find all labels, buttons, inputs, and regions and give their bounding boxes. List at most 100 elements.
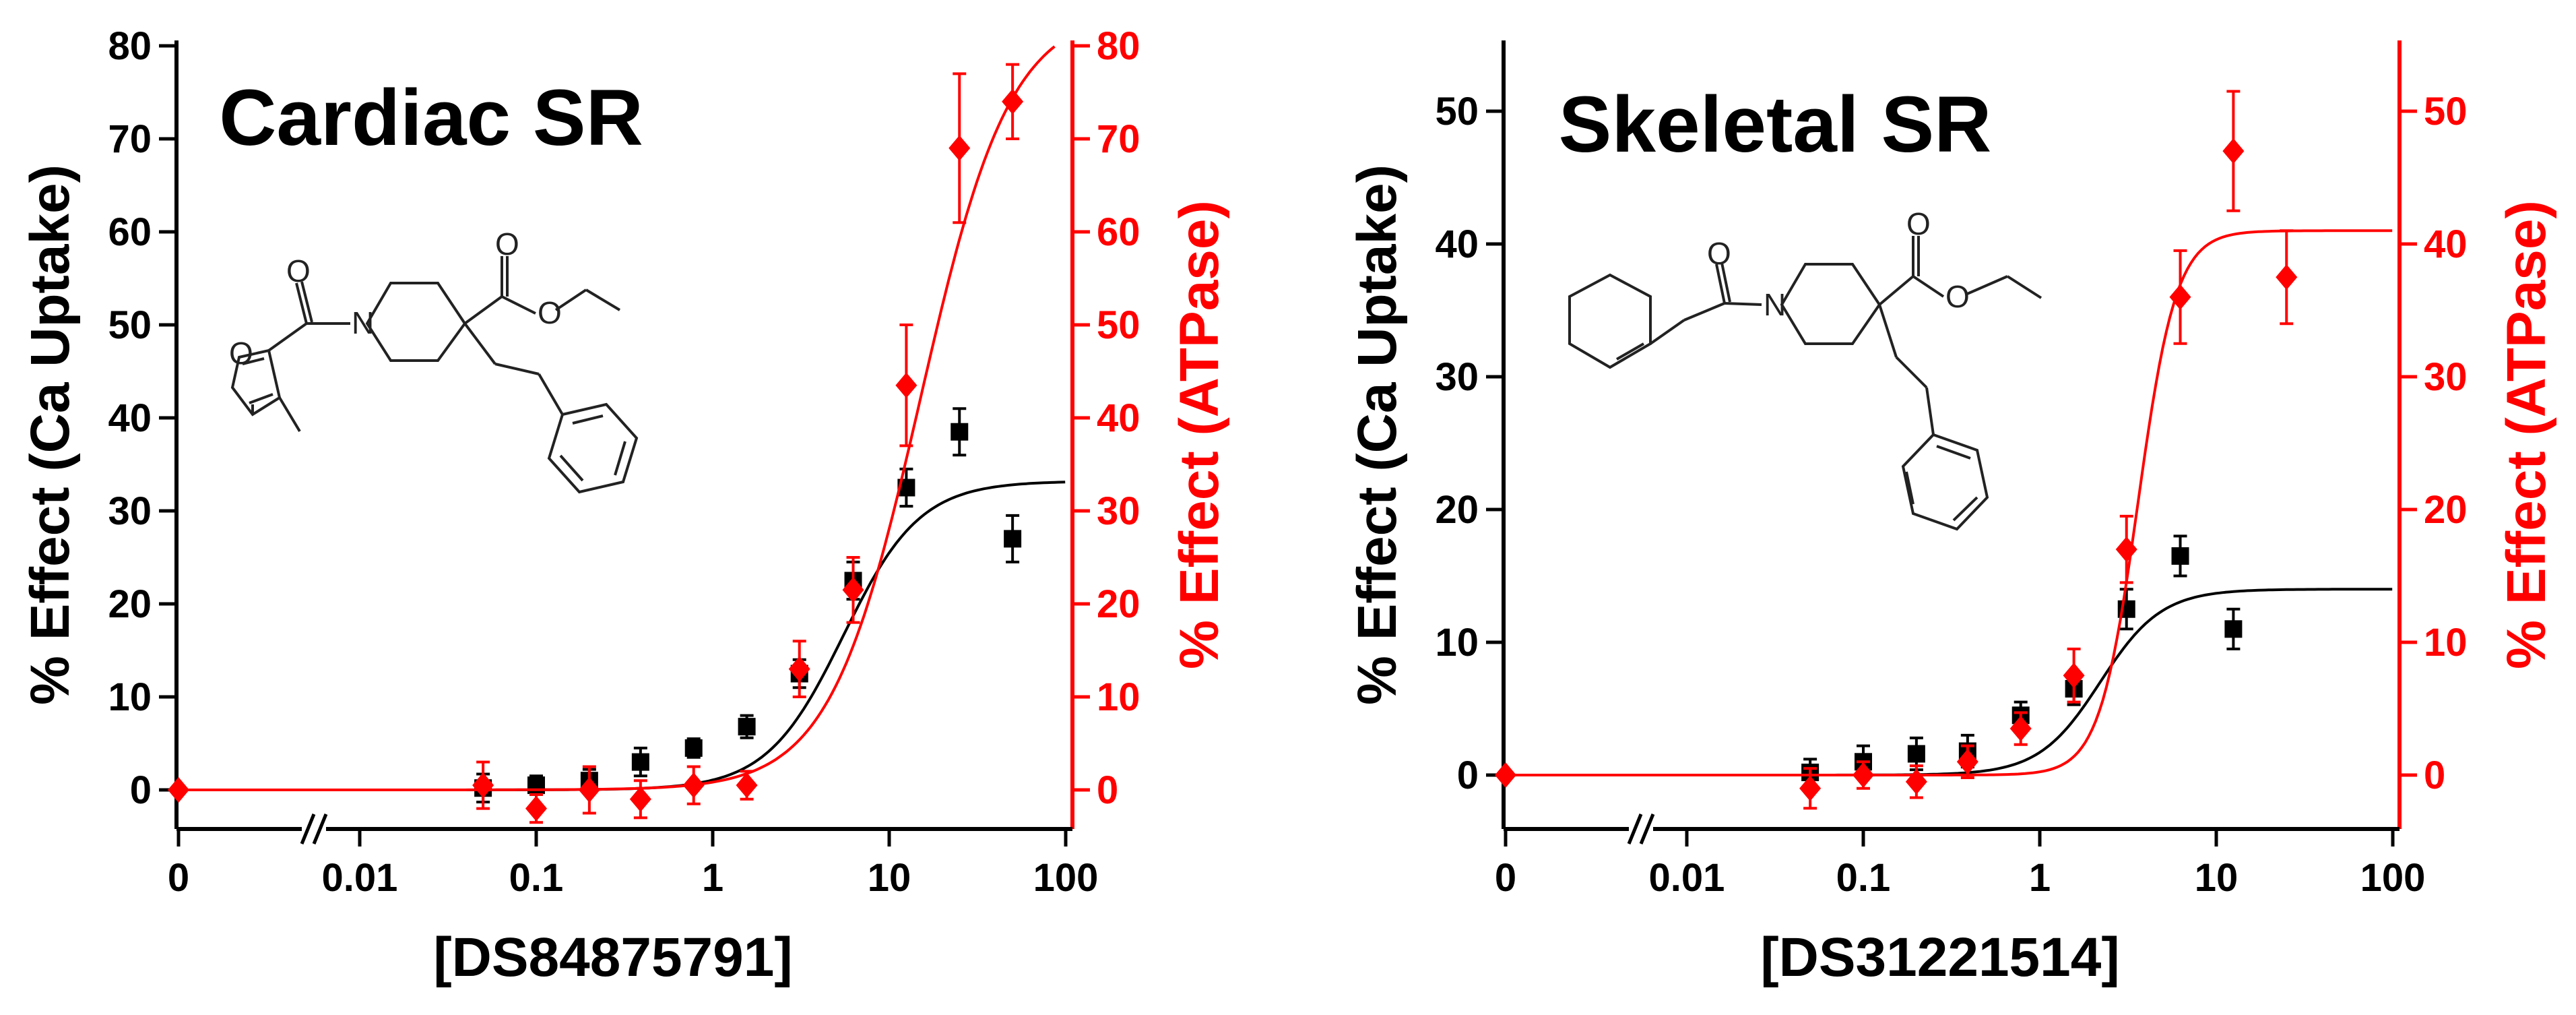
atpase-data-point bbox=[2276, 264, 2298, 290]
panel-skeletal: Skeletal SR 0 10 20 30 40 50 bbox=[1347, 40, 2557, 988]
ca-uptake-data-point bbox=[684, 739, 703, 757]
ca-uptake-fit-curve bbox=[179, 481, 1066, 791]
atpase-data-point bbox=[1956, 749, 1978, 775]
x-tick-label: 0.01 bbox=[322, 856, 398, 900]
atom-label-oxygen: O bbox=[1906, 206, 1931, 241]
x-tick-label: 0.01 bbox=[1649, 856, 1725, 900]
right-y-tick-label: 10 bbox=[2424, 621, 2468, 665]
plot-area-cardiac bbox=[168, 45, 1066, 824]
plot-area-skeletal bbox=[1495, 90, 2393, 810]
x-tick-label: 10 bbox=[2195, 856, 2239, 900]
atpase-data-point bbox=[895, 372, 917, 398]
x-axis-title: [DS31221514] bbox=[1760, 927, 2119, 988]
atpase-data-point bbox=[2115, 536, 2137, 563]
x-tick-label: 100 bbox=[2360, 856, 2426, 900]
chemical-structure-skeletal bbox=[1568, 236, 2042, 531]
atpase-data-point bbox=[682, 772, 705, 799]
axis-break-mark bbox=[300, 813, 328, 844]
atom-label-nitrogen: N bbox=[1764, 287, 1786, 322]
left-y-axis-title: % Effect (Ca Uptake) bbox=[20, 164, 81, 705]
ca-uptake-data-point bbox=[1907, 745, 1925, 763]
left-y-tick-label: 80 bbox=[108, 24, 152, 68]
left-y-tick-label: 70 bbox=[108, 117, 152, 161]
atpase-data-point bbox=[2063, 663, 2085, 689]
atpase-data-point bbox=[2222, 138, 2245, 164]
left-y-tick-label: 60 bbox=[108, 210, 152, 254]
right-y-tick-label: 10 bbox=[1097, 675, 1140, 719]
atpase-fit-curve bbox=[1506, 229, 2393, 776]
atom-label-nitrogen: N bbox=[352, 305, 374, 340]
left-y-tick-label: 40 bbox=[1435, 222, 1479, 266]
atom-label-oxygen: O bbox=[1707, 236, 1731, 271]
atpase-data-point bbox=[2169, 284, 2191, 310]
right-y-tick-label: 50 bbox=[2424, 90, 2468, 133]
atpase-data-point bbox=[1799, 775, 1822, 801]
atom-label-oxygen: O bbox=[286, 253, 311, 288]
right-y-tick-label: 50 bbox=[1097, 303, 1140, 347]
right-y-axis-title: % Effect (ATPase) bbox=[2496, 200, 2557, 669]
right-y-tick-label: 80 bbox=[1097, 24, 1140, 68]
axis-break-mark bbox=[1627, 813, 1655, 844]
ca-uptake-data-point bbox=[631, 753, 649, 771]
atpase-data-point bbox=[1853, 762, 1874, 788]
x-tick-label: 0 bbox=[1495, 856, 1516, 900]
left-y-axis-title: % Effect (Ca Uptake) bbox=[1347, 164, 1408, 705]
right-y-ticks bbox=[2400, 109, 2417, 777]
right-y-tick-label: 20 bbox=[2424, 488, 2468, 532]
atpase-data-point bbox=[1495, 762, 1516, 788]
right-y-tick-label: 60 bbox=[1097, 210, 1140, 254]
right-y-tick-label: 40 bbox=[2424, 222, 2468, 266]
ca-uptake-data-point bbox=[2171, 547, 2189, 565]
right-y-tick-label: 0 bbox=[2424, 753, 2445, 797]
left-y-tick-label: 0 bbox=[1457, 753, 1479, 797]
x-tick-label: 1 bbox=[702, 856, 723, 900]
atpase-data-point bbox=[788, 656, 810, 682]
ca-uptake-data-point bbox=[1004, 530, 1022, 548]
atpase-data-point bbox=[578, 777, 600, 803]
x-tick-label: 0.1 bbox=[1836, 856, 1891, 900]
atpase-data-point bbox=[472, 772, 494, 799]
atpase-data-point bbox=[842, 577, 864, 603]
atpase-data-point bbox=[1905, 768, 1927, 795]
panel-title-cardiac: Cardiac SR bbox=[219, 73, 643, 162]
x-ticks bbox=[1504, 829, 2395, 847]
ca-uptake-data-point bbox=[2224, 620, 2243, 638]
x-tick-label: 0.1 bbox=[509, 856, 564, 900]
left-y-tick-label: 10 bbox=[1435, 621, 1479, 665]
ca-uptake-data-point bbox=[951, 423, 969, 441]
right-y-tick-label: 30 bbox=[1097, 489, 1140, 533]
atpase-data-point bbox=[168, 777, 189, 803]
left-y-tick-label: 20 bbox=[108, 582, 152, 626]
x-tick-label: 1 bbox=[2029, 856, 2051, 900]
atpase-data-point bbox=[948, 135, 971, 161]
atom-label-oxygen: O bbox=[1945, 279, 1970, 314]
atpase-fit-curve bbox=[179, 45, 1056, 791]
left-y-ticks bbox=[1486, 109, 1504, 777]
atom-label-oxygen: O bbox=[538, 295, 562, 330]
atom-label-oxygen: O bbox=[495, 226, 519, 262]
x-ticks bbox=[176, 829, 1068, 847]
left-y-tick-label: 30 bbox=[1435, 355, 1479, 399]
x-tick-label: 100 bbox=[1033, 856, 1099, 900]
ca-uptake-data-point bbox=[527, 776, 545, 795]
left-y-tick-label: 40 bbox=[108, 396, 152, 440]
left-y-ticks bbox=[159, 44, 176, 792]
ca-uptake-data-point bbox=[738, 718, 756, 736]
atpase-data-point bbox=[1002, 88, 1024, 115]
right-y-tick-label: 30 bbox=[2424, 355, 2468, 399]
chemical-structure-cardiac bbox=[230, 256, 639, 494]
right-y-tick-label: 20 bbox=[1097, 582, 1140, 626]
atpase-data-point bbox=[629, 786, 651, 812]
right-y-tick-label: 40 bbox=[1097, 396, 1140, 440]
right-y-tick-label: 0 bbox=[1097, 768, 1118, 812]
left-y-tick-label: 10 bbox=[108, 675, 152, 719]
left-y-tick-label: 50 bbox=[1435, 90, 1479, 133]
x-axis-title: [DS84875791] bbox=[433, 927, 792, 988]
atpase-data-point bbox=[736, 772, 758, 799]
right-y-axis-title: % Effect (ATPase) bbox=[1169, 200, 1230, 669]
left-y-tick-label: 20 bbox=[1435, 488, 1479, 532]
atom-label-oxygen: O bbox=[229, 336, 253, 371]
left-y-tick-label: 0 bbox=[130, 768, 152, 812]
ca-uptake-fit-curve bbox=[1506, 588, 2393, 776]
